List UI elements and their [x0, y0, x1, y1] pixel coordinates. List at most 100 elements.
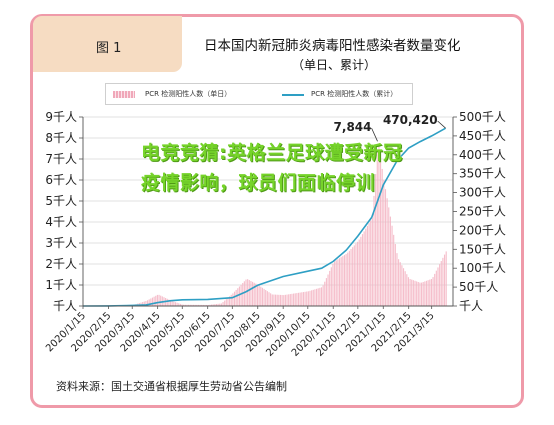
daily-bar: [352, 247, 354, 306]
annotations: 7,844 470,420: [334, 113, 446, 142]
daily-bar: [401, 265, 403, 306]
left-tick-label: 1千人: [45, 278, 77, 292]
annotation-label: 7,844: [334, 120, 372, 134]
daily-bar: [266, 291, 268, 306]
daily-bar: [146, 300, 149, 306]
daily-bar: [250, 280, 252, 306]
daily-bar: [224, 300, 226, 306]
daily-bar: [427, 280, 429, 306]
daily-bar: [240, 284, 242, 306]
daily-bar: [414, 280, 416, 306]
left-tick-label: 3千人: [45, 236, 77, 250]
daily-bar: [212, 304, 214, 306]
daily-bar: [263, 288, 265, 306]
daily-bar: [209, 304, 211, 306]
daily-bar: [358, 239, 360, 306]
daily-bar: [204, 304, 206, 306]
daily-bar: [299, 292, 301, 306]
daily-bar: [206, 304, 208, 306]
daily-bar: [192, 304, 195, 306]
right-tick-label: 350千人: [459, 167, 506, 181]
daily-bar: [342, 256, 344, 306]
daily-bars: [84, 146, 447, 306]
daily-bar: [386, 198, 388, 306]
daily-bar: [315, 288, 318, 306]
daily-bar: [417, 282, 419, 306]
daily-bar: [235, 289, 237, 306]
daily-bar: [188, 304, 190, 306]
daily-bar: [248, 280, 250, 306]
daily-bar: [345, 254, 347, 306]
daily-bar: [237, 288, 239, 306]
daily-bar: [396, 253, 398, 306]
daily-bar: [329, 270, 331, 306]
daily-bar: [179, 303, 181, 306]
daily-bar: [398, 259, 400, 306]
source-note: 资料来源：国土交通省根据厚生劳动省公告编制: [56, 380, 287, 393]
daily-bar: [430, 279, 432, 306]
daily-bar: [243, 281, 245, 306]
chart-subtitle: （单日、累计）: [292, 58, 377, 72]
daily-bar: [445, 251, 447, 306]
daily-bar: [289, 294, 291, 306]
daily-bar: [145, 301, 147, 306]
daily-bar: [247, 279, 249, 306]
daily-bar: [355, 243, 357, 306]
daily-bar: [238, 286, 241, 306]
daily-bar: [273, 294, 275, 306]
daily-bar: [166, 298, 168, 306]
daily-bar: [171, 301, 173, 306]
daily-bar: [291, 293, 293, 306]
daily-bar: [197, 304, 200, 306]
left-tick-label: 千人: [53, 299, 77, 313]
daily-bar: [419, 282, 421, 306]
cumulative-series-line: [82, 127, 446, 307]
daily-bar: [168, 299, 170, 306]
daily-bar: [301, 292, 303, 306]
daily-bar: [307, 291, 309, 306]
daily-bar: [319, 287, 321, 306]
daily-bar: [376, 152, 378, 306]
daily-bar: [389, 216, 391, 306]
daily-bar: [252, 281, 254, 306]
daily-bar: [324, 281, 326, 306]
daily-bar: [158, 294, 160, 306]
daily-bar: [222, 302, 224, 306]
daily-bar: [322, 285, 324, 306]
daily-bar: [388, 207, 390, 306]
daily-bar: [279, 294, 282, 306]
daily-bar: [189, 304, 191, 306]
daily-bar: [368, 223, 370, 306]
daily-bar: [194, 304, 196, 306]
daily-bar: [337, 259, 339, 306]
right-tick-label: 400千人: [459, 148, 506, 162]
daily-bar: [268, 292, 270, 306]
daily-bar: [293, 293, 295, 306]
daily-bar: [416, 281, 418, 306]
left-tick-label: 6千人: [45, 173, 77, 187]
daily-bar: [434, 273, 436, 306]
daily-bar: [407, 277, 410, 306]
daily-bar: [312, 289, 314, 306]
left-tick-label: 2千人: [45, 257, 77, 271]
daily-bar: [340, 257, 342, 306]
daily-bar: [302, 292, 305, 306]
daily-bar: [306, 291, 308, 306]
figure-tab: [33, 16, 182, 72]
annotation-label: 470,420: [383, 113, 438, 127]
daily-bar: [311, 290, 313, 306]
daily-bar: [256, 284, 259, 306]
daily-bar: [255, 283, 257, 306]
daily-bar: [160, 295, 162, 306]
daily-bar: [409, 279, 411, 306]
daily-bar: [232, 293, 234, 306]
daily-bar: [196, 304, 198, 306]
daily-bar: [227, 297, 229, 306]
daily-bar: [375, 174, 377, 306]
daily-bar: [148, 299, 150, 306]
legend-label-cumulative: PCR 检测阳性人数（累计）: [311, 90, 398, 98]
chart-card: [30, 14, 524, 408]
daily-bar: [309, 290, 311, 306]
daily-bar: [261, 287, 263, 306]
